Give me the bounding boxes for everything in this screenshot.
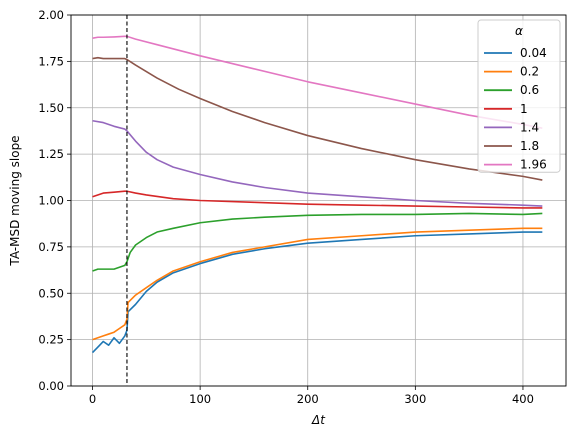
legend-entry-label: 1.4 xyxy=(520,120,539,134)
x-tick-label: 100 xyxy=(189,392,211,406)
legend-entry-label: 1.8 xyxy=(520,139,539,153)
legend-box xyxy=(477,19,561,173)
legend-entry-label: 0.2 xyxy=(520,65,539,79)
y-tick-label: 1.75 xyxy=(38,54,64,68)
y-tick-label: 0.25 xyxy=(38,333,64,347)
x-tick-label: 200 xyxy=(297,392,319,406)
x-axis-label: Δt xyxy=(311,413,326,427)
legend-entry-label: 0.04 xyxy=(520,46,547,60)
y-tick-label: 1.50 xyxy=(38,101,64,115)
series-line-1-8 xyxy=(92,56,543,181)
series-line-1 xyxy=(92,190,543,209)
legend-entry-label: 1.96 xyxy=(520,158,547,172)
series-line-1-4 xyxy=(92,119,543,207)
y-tick-label: 1.00 xyxy=(38,194,64,208)
legend-entry-label: 0.6 xyxy=(520,83,539,97)
y-tick-label: 0.75 xyxy=(38,240,64,254)
x-tick-label: 400 xyxy=(512,392,534,406)
legend-entry-label: 1 xyxy=(520,102,528,116)
y-tick-label: 2.00 xyxy=(38,8,64,22)
series-line-0-04 xyxy=(91,231,543,354)
series-line-0-6 xyxy=(92,212,543,272)
series-line-0-2 xyxy=(92,227,543,341)
y-tick-label: 1.25 xyxy=(38,147,64,161)
series-line-1-96 xyxy=(92,35,543,129)
y-tick-label: 0.00 xyxy=(38,379,64,393)
x-tick-label: 0 xyxy=(89,392,96,406)
x-tick-label: 300 xyxy=(404,392,426,406)
y-tick-label: 0.50 xyxy=(38,286,64,300)
legend-title: α xyxy=(515,24,523,38)
y-axis-label: TA-MSD moving slope xyxy=(8,135,22,266)
